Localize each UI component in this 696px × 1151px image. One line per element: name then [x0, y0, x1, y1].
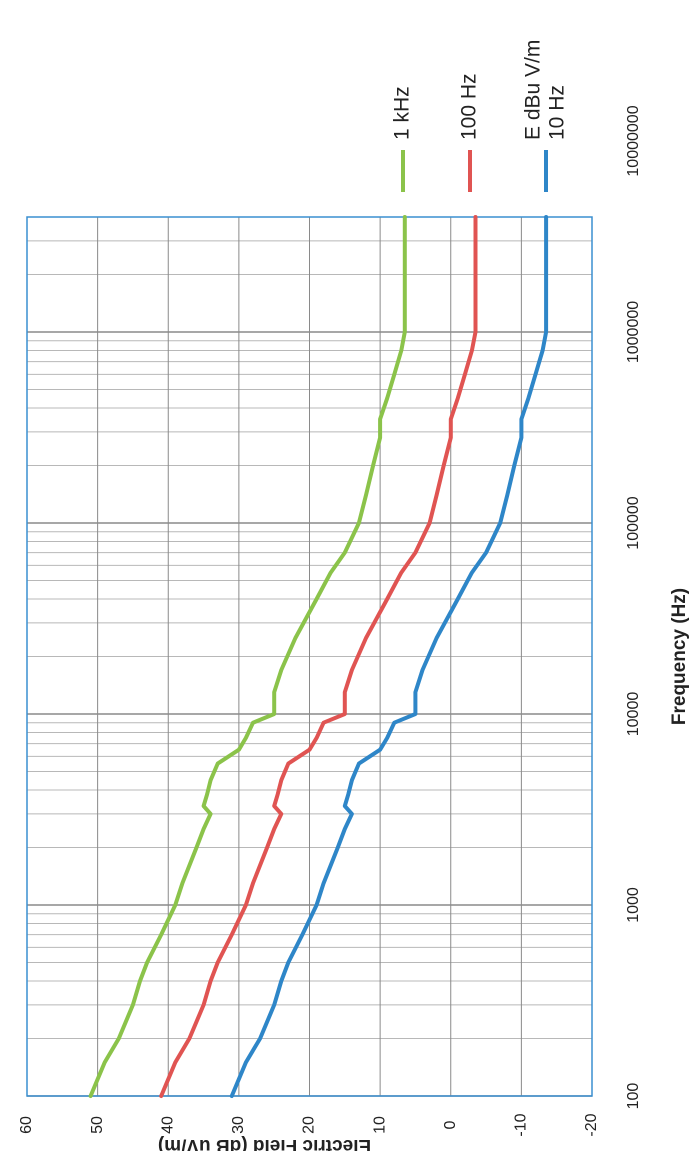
series-line	[159, 215, 478, 1098]
y-tick-label: -20	[583, 1113, 600, 1136]
y-tick-label: 0	[442, 1120, 459, 1129]
y-tick-label: -10	[513, 1113, 530, 1136]
y-tick-label: 40	[159, 1116, 176, 1134]
x-tick-label: 10000	[625, 692, 642, 737]
x-tick-label: 100000	[625, 496, 642, 549]
series-line	[88, 215, 407, 1098]
x-tick-label: 10000000	[625, 105, 642, 176]
y-tick-label: 50	[89, 1116, 106, 1134]
x-axis-title: Frequency (Hz)	[669, 588, 690, 725]
legend-label: E dBu V/m	[522, 40, 545, 140]
series-line	[229, 215, 549, 1098]
y-tick-label: 10	[371, 1116, 388, 1134]
legend: 1 kHz 100 Hz E dBu V/m 10 Hz	[391, 40, 569, 192]
y-tick-label: 60	[18, 1116, 35, 1134]
x-tick-label: 100	[625, 1083, 642, 1110]
x-tick-label: 1000	[625, 887, 642, 923]
y-tick-label: 30	[230, 1116, 247, 1134]
y-axis-tick-labels: -20 -10 0 10 20 30 40 50 60	[18, 1113, 600, 1136]
legend-label: 10 Hz	[546, 85, 569, 140]
legend-label: 1 kHz	[391, 86, 414, 140]
series-lines	[88, 215, 549, 1098]
grid-lines	[26, 216, 593, 1097]
plot-area-border	[26, 216, 593, 1097]
y-tick-label: 20	[301, 1116, 318, 1134]
y-axis-title: Electric Field (dB uV/m)	[158, 1135, 371, 1151]
x-tick-label: 1000000	[625, 301, 642, 363]
x-axis-tick-labels: 100 1000 10000 100000 1000000 10000000	[625, 105, 642, 1109]
legend-label: 100 Hz	[458, 73, 481, 140]
